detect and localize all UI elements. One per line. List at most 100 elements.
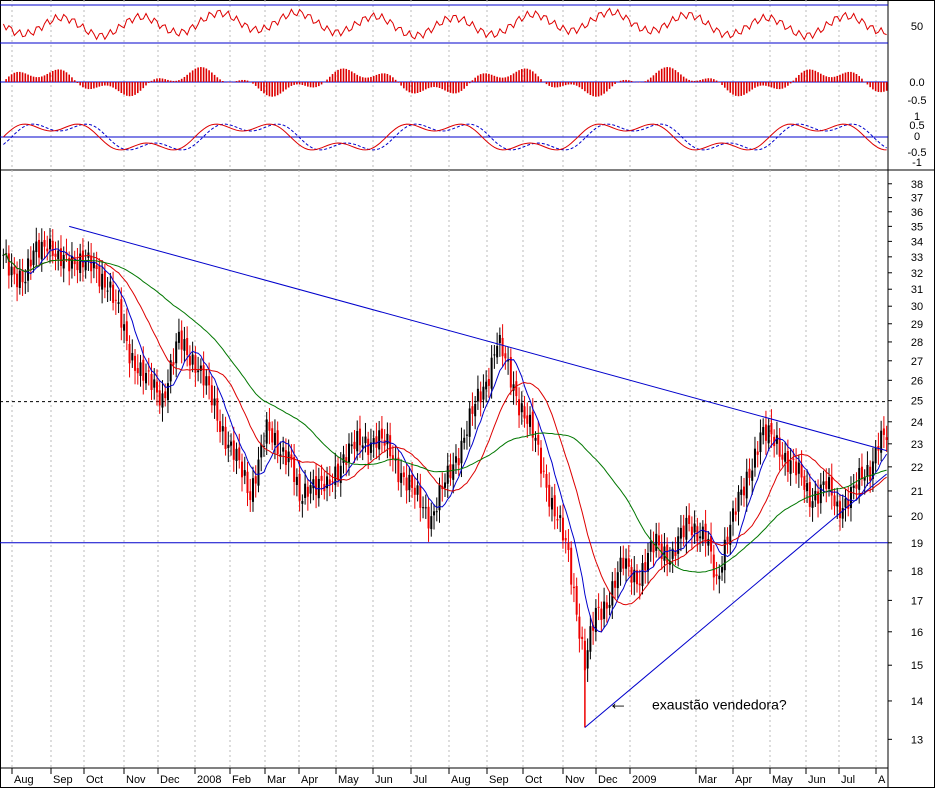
- histogram-bar: [688, 79, 690, 82]
- candle-body: [128, 343, 131, 364]
- candle-body: [57, 250, 60, 260]
- candle-body: [490, 357, 493, 389]
- month-label: Feb: [232, 774, 251, 786]
- histogram-bar: [359, 76, 361, 82]
- candle-body: [836, 501, 839, 507]
- histogram-bar: [691, 80, 693, 82]
- histogram-bar: [348, 69, 350, 82]
- candle-body: [219, 421, 222, 432]
- histogram-bar: [243, 79, 246, 82]
- histogram-bar: [759, 82, 762, 86]
- candle-body: [378, 430, 381, 450]
- histogram-bar: [337, 69, 339, 82]
- month-label: Aug: [14, 774, 34, 786]
- histogram-bar: [809, 69, 811, 82]
- candle-body: [732, 508, 735, 522]
- histogram-bar: [169, 80, 172, 82]
- histogram-bar: [463, 82, 466, 89]
- histogram-bar: [660, 68, 663, 82]
- candle-body: [347, 443, 350, 463]
- candle-body: [858, 468, 861, 490]
- month-label: Dec: [598, 774, 618, 786]
- histogram-bar: [71, 77, 73, 82]
- histogram-bar: [748, 82, 751, 92]
- histogram-bar: [737, 82, 740, 97]
- histogram-bar: [852, 72, 855, 82]
- candle-body: [142, 359, 145, 381]
- candle-body: [389, 435, 392, 457]
- candle-body: [740, 489, 743, 495]
- candle-body: [210, 385, 213, 406]
- candle-body: [372, 438, 375, 445]
- candle-body: [208, 376, 211, 386]
- histogram-bar: [597, 82, 600, 97]
- histogram-bar: [586, 82, 589, 94]
- histogram-bar: [584, 82, 586, 92]
- oscillator-line: [2, 7, 887, 41]
- candle-body: [120, 299, 123, 328]
- candle-body: [655, 533, 658, 551]
- histogram-bar: [767, 82, 770, 87]
- candle-body: [507, 360, 510, 362]
- candle-body: [457, 458, 460, 466]
- histogram-bar: [817, 72, 819, 82]
- month-label: Aug: [451, 774, 471, 786]
- candle-body: [833, 495, 836, 507]
- candle-body: [65, 252, 68, 256]
- candle-body: [529, 414, 532, 427]
- candle-body: [32, 250, 35, 266]
- histogram-bar: [386, 73, 389, 82]
- histogram-bar: [847, 71, 850, 82]
- trendline-1: [584, 473, 887, 728]
- histogram-bar: [87, 82, 90, 90]
- candle-body: [199, 365, 202, 371]
- hist-tick-label: 0.0: [909, 77, 924, 89]
- candle-body: [468, 408, 471, 437]
- histogram-bar: [814, 70, 817, 82]
- month-label: 2009: [632, 774, 656, 786]
- histogram-bar: [13, 72, 16, 82]
- histogram-bar: [553, 82, 556, 88]
- histogram-bar: [5, 79, 7, 82]
- histogram-bar: [534, 73, 537, 82]
- histogram-bar: [90, 82, 92, 90]
- histogram-bar: [441, 82, 444, 90]
- histogram-bar: [394, 79, 397, 82]
- histogram-bar: [740, 82, 743, 96]
- candle-body: [474, 403, 477, 417]
- candle-body: [364, 436, 367, 444]
- histogram-bar: [400, 82, 402, 86]
- histogram-bar: [49, 72, 51, 82]
- histogram-bar: [468, 82, 471, 84]
- candle-body: [402, 472, 405, 478]
- candle-body: [476, 388, 479, 402]
- candle-body: [213, 398, 216, 406]
- candle-body: [177, 331, 180, 343]
- histogram-bar: [342, 68, 345, 82]
- histogram-bar: [647, 79, 649, 82]
- price-tick-label: 30: [911, 301, 923, 313]
- histogram-bar: [822, 75, 825, 82]
- candle-body: [24, 281, 27, 284]
- candle-body: [479, 391, 482, 403]
- candle-body: [134, 355, 137, 371]
- histogram-bar: [745, 82, 748, 94]
- candle-body: [838, 501, 841, 519]
- annotation-arrow: ←: [608, 693, 628, 715]
- histogram-bar: [655, 72, 658, 82]
- price-tick-label: 16: [911, 627, 923, 639]
- histogram-bar: [238, 80, 241, 82]
- histogram-bar: [485, 73, 487, 82]
- histogram-bar: [350, 71, 353, 82]
- histogram-bar: [589, 82, 592, 95]
- candle-body: [150, 373, 153, 390]
- candle-body: [293, 457, 296, 482]
- histogram-bar: [312, 82, 315, 88]
- candle-body: [350, 444, 353, 447]
- histogram-bar: [73, 80, 76, 82]
- candle-body: [268, 421, 271, 431]
- histogram-bar: [682, 76, 685, 82]
- candle-body: [391, 455, 394, 460]
- candle-body: [194, 355, 197, 373]
- candle-body: [98, 265, 101, 287]
